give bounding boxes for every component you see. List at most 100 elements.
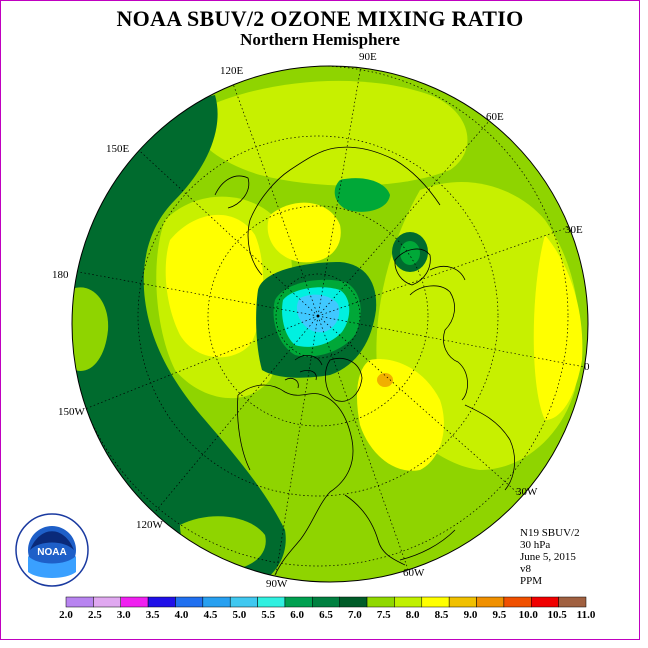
kamchatka-coast: [214, 175, 250, 209]
coastlines: [214, 146, 515, 576]
colorbar-tick-label: 2.5: [88, 609, 102, 621]
colorbar-swatch: [366, 596, 395, 608]
colorbar-swatch: [175, 596, 204, 608]
canadian-archipelago: [284, 355, 323, 389]
longitude-label-30w: 30W: [516, 486, 538, 498]
satellite-label: N19 SBUV/2: [520, 527, 580, 539]
south-america-coast: [399, 529, 456, 561]
ozone-field-north-yellowgreen: [193, 80, 468, 186]
asia-coast: [247, 146, 441, 276]
colorbar-swatch: [202, 596, 231, 608]
meridian-90e: [317, 66, 363, 317]
ozone-field-aleutian-green: [72, 287, 109, 371]
colorbar: 2.0 2.5 3.0 3.5 4.0 4.5 5.0 5.5 6.0 6.5 7.0 7.5 8.0 8…: [59, 596, 596, 621]
longitude-labels: 90E 60E 30E 0 30W 60W 90W 120W 150W 180 …: [52, 51, 590, 590]
colorbar-tick-label: 5.0: [232, 609, 246, 621]
colorbar-tick-label: 7.0: [348, 609, 362, 621]
pressure-level-label: 30 hPa: [520, 539, 551, 551]
meridian-60w: [317, 315, 411, 576]
hemisphere-outline: [71, 65, 589, 583]
longitude-label-150w: 150W: [58, 406, 86, 418]
page-subtitle: Northern Hemisphere: [240, 30, 400, 49]
colorbar-swatch: [421, 596, 450, 608]
ozone-field-atlantic-yellow: [357, 359, 444, 471]
longitude-label-60e: 60E: [486, 111, 504, 123]
ozone-field-europe-green: [400, 241, 420, 265]
colorbar-tick-label: 11.0: [577, 609, 596, 621]
colorbar-swatch: [312, 596, 340, 608]
meridian-30e: [317, 224, 576, 317]
colorbar-swatch: [476, 596, 505, 608]
colorbar-swatch: [284, 596, 313, 608]
north-america-coast: [237, 384, 354, 576]
longitude-label-0: 0: [584, 361, 590, 373]
ozone-field-east-yellow: [533, 235, 583, 420]
scandinavia-coast: [394, 248, 431, 286]
ozone-field-pacific-yellow: [165, 214, 264, 358]
units-label: PPM: [520, 575, 543, 587]
colorbar-tick-label: 3.5: [146, 609, 160, 621]
africa-coast: [464, 404, 515, 491]
colorbar-swatch: [120, 596, 149, 608]
colorbar-swatch: [531, 596, 559, 608]
latitude-circle-20: [72, 66, 569, 567]
noaa-logo-wave: [28, 556, 76, 578]
latitude-circle-80: [275, 273, 361, 359]
colorbar-tick-label: 9.5: [492, 609, 506, 621]
colorbar-tick-label: 2.0: [59, 609, 73, 621]
ozone-field-siberia-yellow: [267, 202, 341, 263]
version-label: v8: [520, 563, 531, 575]
colorbar-swatch: [65, 596, 94, 608]
colorbar-tick-label: 6.5: [319, 609, 333, 621]
ozone-map: [72, 66, 588, 582]
noaa-logo-bird: [30, 531, 74, 550]
longitude-label-60w: 60W: [403, 567, 425, 579]
meridian-90w: [274, 315, 319, 581]
colorbar-swatch: [93, 596, 121, 608]
greenland-coast: [325, 358, 363, 402]
colorbar-tick-label: 7.5: [377, 609, 391, 621]
longitude-label-90w: 90W: [266, 578, 288, 590]
longitude-label-180: 180: [52, 269, 69, 281]
longitude-label-120w: 120W: [136, 519, 164, 531]
meridian-150w: [72, 315, 319, 416]
colorbar-tick-label: 4.0: [175, 609, 189, 621]
colorbar-tick-label: 5.5: [261, 609, 275, 621]
date-label: June 5, 2015: [520, 551, 576, 563]
colorbar-tick-label: 8.5: [435, 609, 449, 621]
europe-coast: [409, 266, 468, 401]
longitude-label-90e: 90E: [359, 51, 377, 63]
meridian-150e: [129, 141, 319, 317]
colorbar-tick-label: 4.5: [204, 609, 218, 621]
noaa-logo-text: NOAA: [37, 547, 66, 558]
colorbar-swatch: [339, 596, 368, 608]
colorbar-tick-label: 8.0: [406, 609, 420, 621]
colorbar-swatch: [448, 596, 477, 608]
graticule: [72, 66, 588, 581]
meridian-30w: [317, 315, 521, 496]
noaa-logo: NOAA: [15, 513, 89, 587]
colorbar-swatch: [147, 596, 176, 608]
colorbar-swatch: [229, 596, 258, 608]
latitude-circle-40: [137, 135, 499, 497]
central-america-coast: [344, 494, 406, 566]
colorbar-swatch: [503, 596, 532, 608]
colorbar-swatch: [394, 596, 423, 608]
meridian-60e: [317, 119, 491, 317]
ozone-field-polar-green-east: [334, 178, 390, 212]
longitude-label-150e: 150E: [106, 143, 130, 155]
page-title: NOAA SBUV/2 OZONE MIXING RATIO: [116, 6, 524, 31]
colorbar-tick-label: 9.0: [464, 609, 478, 621]
colorbar-tick-label: 10.0: [519, 609, 539, 621]
ozone-field-atlantic-orange: [377, 373, 393, 387]
colorbar-swatch: [257, 596, 286, 608]
page-border: [0, 0, 640, 640]
longitude-label-30e: 30E: [565, 224, 583, 236]
latitude-circle-60: [207, 205, 429, 427]
colorbar-swatch: [558, 596, 587, 608]
colorbar-tick-label: 10.5: [547, 609, 567, 621]
colorbar-tick-label: 6.0: [290, 609, 304, 621]
longitude-label-120e: 120E: [220, 65, 244, 77]
